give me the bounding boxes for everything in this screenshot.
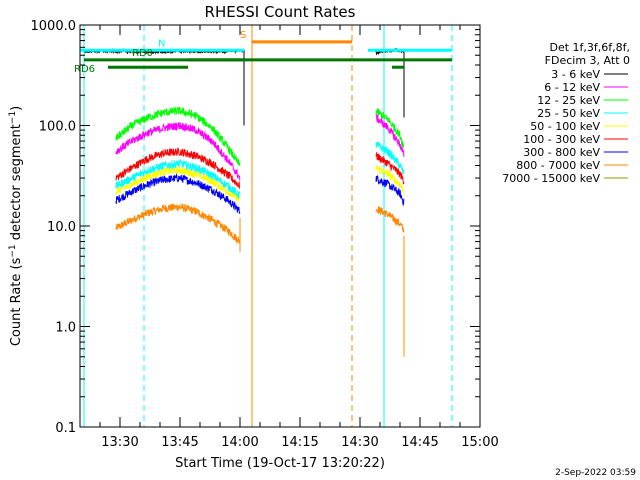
y-axis-label-exponent: −1 — [8, 111, 18, 124]
legend-entry-label: 300 - 800 keV — [523, 146, 600, 159]
x-tick-label: 14:30 — [341, 435, 378, 450]
y-tick-label: 0.1 — [55, 421, 76, 436]
series-line — [375, 113, 405, 157]
series-line — [115, 147, 241, 189]
timestamp-footer: 2-Sep-2022 03:59 — [555, 468, 636, 478]
x-tick-label: 14:45 — [401, 435, 438, 450]
legend-entry-label: 6 - 12 keV — [544, 81, 600, 94]
legend-header-line: Det 1f,3f,6f,8f, — [549, 41, 630, 54]
legend-entry-label: 7000 - 15000 keV — [502, 172, 600, 185]
state-bar-label: S — [240, 30, 246, 41]
legend-entry-label: 50 - 100 keV — [530, 120, 600, 133]
y-axis-label-part: Count Rate (s — [9, 257, 24, 346]
x-tick-label: 14:00 — [221, 435, 258, 450]
legend-header-line: FDecim 3, Att 0 — [545, 54, 630, 67]
series-line — [375, 152, 405, 185]
series-line — [375, 141, 405, 174]
series-line — [115, 172, 241, 214]
legend-entry-label: 800 - 7000 keV — [516, 159, 600, 172]
y-tick-label: 100.0 — [39, 120, 76, 135]
series-line — [115, 122, 241, 181]
series-line — [115, 159, 241, 200]
legend-entry-label: 3 - 6 keV — [551, 68, 600, 81]
y-axis-label-exponent: −1 — [8, 244, 18, 257]
y-axis-label: Count Rate (s−1 detector segment−1) — [8, 106, 24, 346]
y-axis-label-part: ) — [9, 106, 24, 111]
axes: 0.1 1.0 10.0 100.0 1000.0 13:30 13:45 14:00 14:1… — [31, 19, 499, 450]
series-line — [375, 175, 405, 207]
y-tick-label: 10.0 — [47, 220, 76, 235]
x-tick-label: 14:15 — [281, 435, 318, 450]
plot-area: N RD0 RD6 S — [74, 25, 453, 427]
state-bar-label: N — [158, 38, 165, 49]
y-tick-label: 1.0 — [55, 321, 76, 336]
x-tick-label: 15:00 — [461, 435, 498, 450]
series-line — [115, 106, 241, 167]
legend: Det 1f,3f,6f,8f, FDecim 3, Att 0 3 - 6 k… — [502, 41, 630, 185]
series-line — [115, 165, 241, 203]
legend-entry-label: 12 - 25 keV — [537, 94, 600, 107]
state-bar-label: RD6 — [74, 64, 95, 75]
x-tick-label: 13:30 — [101, 435, 138, 450]
chart-title: RHESSI Count Rates — [205, 3, 356, 21]
x-tick-label: 13:45 — [161, 435, 198, 450]
x-axis-label: Start Time (19-Oct-17 13:20:22) — [175, 456, 385, 471]
series-line — [375, 164, 405, 194]
state-bar-label: RD0 — [132, 48, 153, 59]
series-line — [375, 107, 405, 149]
series-line — [375, 206, 405, 233]
legend-entry-label: 100 - 300 keV — [523, 133, 600, 146]
y-tick-label: 1000.0 — [31, 19, 77, 34]
legend-entry-label: 25 - 50 keV — [537, 107, 600, 120]
y-axis-label-part: detector segment — [9, 124, 24, 244]
series-line — [115, 203, 241, 245]
